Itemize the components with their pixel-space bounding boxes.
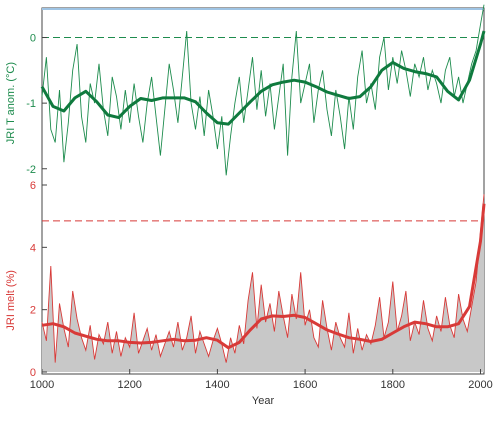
xtick-label: 2000 [468,379,492,391]
xtick-label: 1800 [381,379,405,391]
temp-axis-title: JRI T anom. (°C) [5,62,17,144]
temp-ytick-label: -1 [26,98,36,110]
melt-annual-line [41,194,485,363]
x-axis-title: Year [252,395,275,407]
melt-smoothed-line [41,203,486,350]
xtick-label: 1200 [117,379,141,391]
melt-ytick-label: 6 [30,180,36,192]
melt-annual-area [42,194,484,372]
xtick-label: 1600 [293,379,317,391]
temp-annual-line [41,4,485,176]
melt-ytick-label: 0 [30,367,36,379]
melt-ytick-label: 4 [30,242,36,254]
xtick-label: 1000 [30,379,54,391]
melt-ytick-label: 2 [30,305,36,317]
melt-axis-title: JRI melt (%) [5,270,17,331]
temp-ytick-label: -2 [26,164,36,176]
temp-smoothed-line [40,30,486,126]
xtick-label: 1400 [205,379,229,391]
temp-ytick-label: 0 [30,33,36,45]
